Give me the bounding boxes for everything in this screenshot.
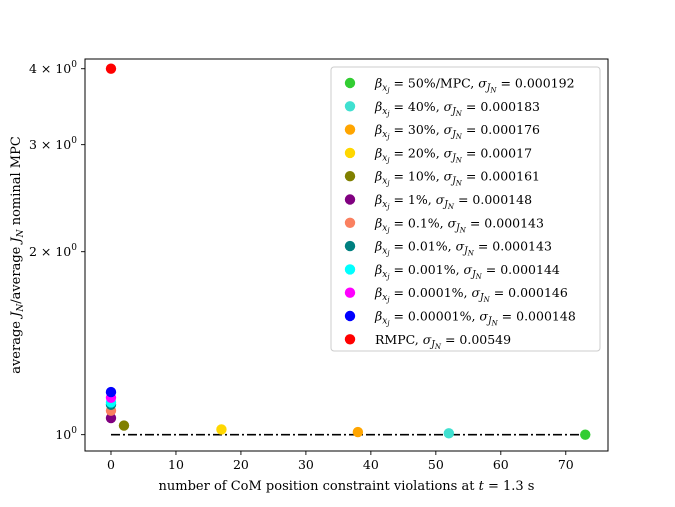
data-point-11 [105, 386, 117, 398]
y-tick-label: 3 × 100 [29, 136, 77, 152]
x-tick-label: 20 [233, 457, 249, 472]
plot-frame [84, 58, 609, 452]
legend-label-12: RMPC, σJN = 0.00549 [375, 332, 511, 351]
data-point-5 [118, 420, 130, 431]
data-point-4 [216, 424, 227, 435]
axes: 0 10 20 30 40 50 60 70 100 2 × 100 3 × 100 4 × 100 n… [9, 58, 609, 494]
y-axis-label: average JN/average JN nominal MPC [9, 136, 26, 374]
x-tick-label: 30 [298, 457, 314, 472]
legend-label-2: βxj = 40%, σJN = 0.000183 [374, 99, 540, 118]
legend-marker-3 [344, 124, 356, 135]
legend-marker-9 [344, 264, 356, 275]
legend-label-3: βxj = 30%, σJN = 0.000176 [374, 122, 540, 141]
legend-label-8: βxj = 0.01%, σJN = 0.000143 [374, 239, 552, 258]
legend-marker-6 [344, 194, 356, 205]
x-axis-label: number of CoM position constraint violat… [159, 479, 535, 494]
data-point-1 [580, 429, 591, 440]
legend-marker-2 [344, 101, 356, 112]
x-tick-label: 70 [558, 457, 574, 472]
x-tick-label: 50 [428, 457, 444, 472]
legend-marker-12 [344, 334, 356, 345]
x-tick-label: 0 [107, 457, 115, 472]
x-tick-label: 40 [363, 457, 379, 472]
legend-label-11: βxj = 0.00001%, σJN = 0.000148 [374, 309, 576, 328]
y-tick-label: 4 × 100 [29, 60, 77, 76]
legend-marker-11 [344, 310, 356, 322]
legend-marker-5 [344, 171, 356, 182]
legend-label-10: βxj = 0.0001%, σJN = 0.000146 [374, 285, 568, 304]
legend-label-9: βxj = 0.001%, σJN = 0.000144 [374, 262, 560, 281]
legend: βxj = 50%/MPC, σJN = 0.000192 βxj = 40%, … [330, 66, 601, 352]
x-tick-label: 60 [493, 457, 509, 472]
data-point-6 [105, 412, 117, 424]
x-tick-label: 10 [168, 457, 184, 472]
legend-marker-8 [344, 240, 356, 252]
y-tick-label: 100 [55, 426, 77, 442]
plot-area [105, 63, 591, 440]
legend-label-4: βxj = 20%, σJN = 0.00017 [374, 145, 532, 164]
y-tick-label: 2 × 100 [29, 243, 77, 259]
legend-marker-1 [344, 77, 356, 89]
legend-marker-10 [344, 287, 356, 298]
data-point-2 [443, 428, 455, 439]
legend-label-7: βxj = 0.1%, σJN = 0.000143 [374, 215, 544, 234]
data-point-12 [105, 63, 117, 74]
data-point-3 [352, 426, 364, 438]
legend-marker-4 [344, 147, 356, 159]
legend-label-1: βxj = 50%/MPC, σJN = 0.000192 [374, 76, 575, 95]
legend-label-6: βxj = 1%, σJN = 0.000148 [374, 192, 532, 211]
legend-label-5: βxj = 10%, σJN = 0.000161 [374, 169, 540, 188]
legend-box [330, 66, 601, 352]
legend-marker-7 [344, 217, 356, 228]
